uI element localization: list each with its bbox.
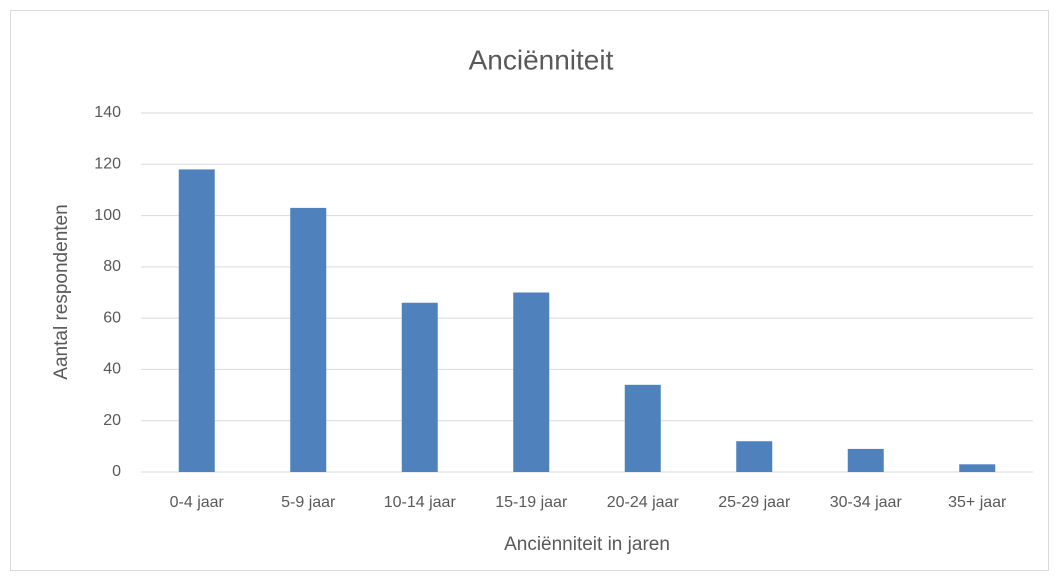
y-tick-label: 0 — [112, 463, 121, 480]
chart-border — [10, 10, 1049, 571]
y-axis-title: Aantal respondenten — [51, 204, 72, 379]
x-tick-label: 30-34 jaar — [830, 494, 903, 511]
bar — [178, 169, 215, 472]
y-tick-label: 40 — [103, 361, 121, 378]
bar — [736, 441, 773, 472]
y-tick-label: 120 — [94, 156, 121, 173]
x-tick-label: 20-24 jaar — [607, 494, 680, 511]
bar — [959, 464, 996, 472]
y-tick-label: 100 — [94, 207, 121, 224]
x-tick-label: 35+ jaar — [948, 494, 1007, 511]
x-axis-title: Anciënniteit in jaren — [504, 534, 670, 555]
x-tick-label: 0-4 jaar — [170, 494, 225, 511]
bar — [624, 384, 661, 472]
chart-title: Anciënniteit — [469, 44, 614, 75]
x-tick-label: 10-14 jaar — [384, 494, 457, 511]
y-tick-label: 60 — [103, 309, 121, 326]
bar — [847, 448, 884, 472]
bar — [290, 207, 327, 472]
x-tick-label: 5-9 jaar — [281, 494, 336, 511]
y-tick-label: 80 — [103, 258, 121, 275]
y-tick-label: 140 — [94, 104, 121, 121]
x-tick-label: 25-29 jaar — [718, 494, 791, 511]
y-tick-label: 20 — [103, 412, 121, 429]
bar — [513, 292, 550, 472]
x-tick-label: 15-19 jaar — [495, 494, 568, 511]
bar — [401, 302, 438, 472]
